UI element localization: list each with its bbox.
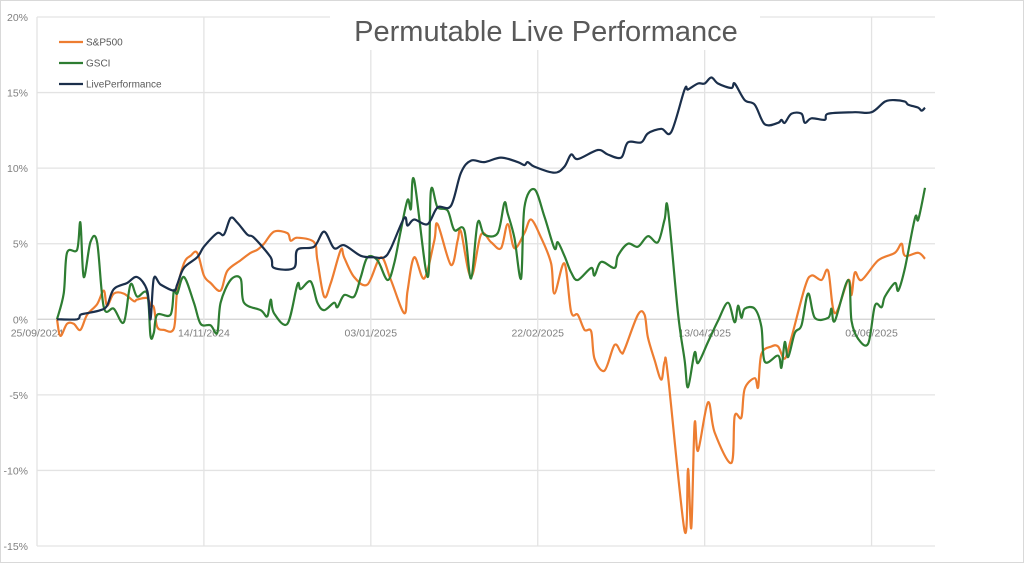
- legend: S&P500 GSCI LivePerformance: [59, 38, 162, 91]
- y-axis-ticks: 20% 15% 10% 5% 0% -5% -10% -15%: [3, 12, 28, 553]
- y-tick-label: -5%: [9, 390, 28, 402]
- x-tick-label: 25/09/2024: [11, 327, 64, 339]
- y-tick-label: -10%: [3, 465, 28, 477]
- legend-label: GSCI: [86, 59, 110, 70]
- legend-item: S&P500: [59, 38, 123, 49]
- x-tick-label: 14/11/2024: [178, 327, 230, 339]
- y-tick-label: 20%: [7, 12, 28, 24]
- x-tick-label: 03/01/2025: [345, 327, 398, 339]
- x-tick-label: 22/02/2025: [511, 327, 564, 339]
- chart-title: Permutable Live Performance: [354, 16, 738, 48]
- y-tick-label: -15%: [3, 541, 28, 553]
- legend-label: S&P500: [86, 38, 123, 49]
- title-background: [330, 8, 760, 50]
- y-tick-label: 0%: [13, 314, 28, 326]
- legend-item: GSCI: [59, 59, 110, 70]
- x-tick-label: 02/06/2025: [845, 327, 898, 339]
- y-tick-label: 15%: [7, 88, 28, 100]
- series-lines: [55, 76, 927, 535]
- y-tick-label: 5%: [13, 239, 28, 251]
- x-tick-label: 13/04/2025: [678, 327, 731, 339]
- series-line-gsci: [55, 176, 927, 389]
- gridlines: [36, 16, 935, 547]
- series-line-liveperformance: [56, 76, 926, 321]
- legend-label: LivePerformance: [86, 80, 162, 91]
- legend-item: LivePerformance: [59, 80, 162, 91]
- y-tick-label: 10%: [7, 163, 28, 175]
- x-axis-ticks: 25/09/2024 14/11/2024 03/01/2025 22/02/2025…: [11, 327, 898, 339]
- series-line-s-p500: [55, 218, 926, 535]
